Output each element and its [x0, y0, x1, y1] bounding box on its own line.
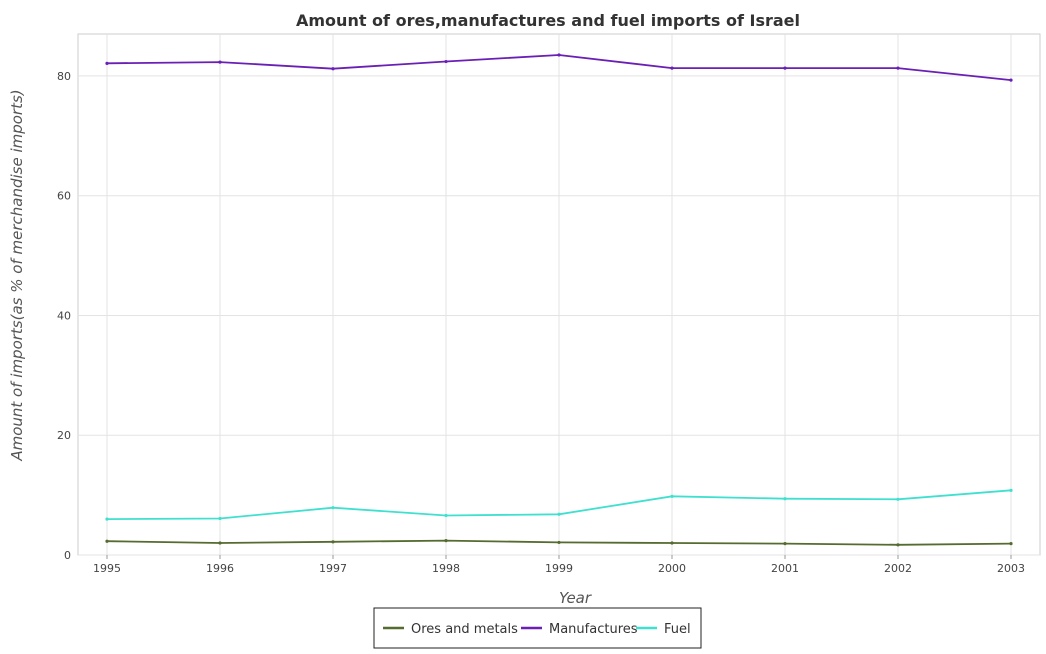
- data-point-fuel: [331, 506, 335, 510]
- data-point-manufactures: [218, 60, 222, 64]
- data-point-manufactures: [444, 59, 448, 64]
- data-point-fuel: [105, 517, 109, 521]
- data-point-manufactures: [105, 61, 109, 65]
- series-lines: [105, 53, 1013, 547]
- x-tick-label: 1995: [93, 562, 121, 575]
- legend-label-ores-and-metals: Ores and metals: [411, 622, 518, 637]
- y-tick-label: 40: [57, 309, 71, 322]
- x-axis-title: Year: [559, 589, 592, 607]
- gridlines: [77, 33, 1041, 556]
- data-point-manufactures: [783, 66, 787, 70]
- x-tick-label: 2000: [658, 562, 686, 575]
- legend-label-manufactures: Manufactures: [549, 622, 638, 637]
- y-axis-title: Amount of imports(as % of merchandise im…: [8, 89, 26, 461]
- data-point-ores-and-metals: [444, 539, 448, 543]
- data-point-ores-and-metals: [218, 541, 222, 545]
- data-point-manufactures: [1009, 78, 1013, 82]
- legend-label-fuel: Fuel: [664, 622, 691, 637]
- data-point-ores-and-metals: [670, 541, 674, 545]
- data-point-fuel: [896, 497, 900, 501]
- x-tick-label: 1996: [206, 562, 234, 575]
- data-point-fuel: [670, 494, 674, 498]
- data-point-ores-and-metals: [557, 540, 561, 545]
- y-tick-label: 80: [57, 70, 71, 83]
- data-point-fuel: [557, 512, 561, 516]
- x-tick-label: 1999: [545, 562, 573, 575]
- data-point-fuel: [783, 497, 787, 501]
- data-point-fuel: [218, 516, 222, 521]
- y-tick-label: 60: [57, 190, 71, 203]
- data-point-manufactures: [557, 53, 561, 57]
- legend: Ores and metals Manufactures Fuel: [373, 607, 702, 649]
- axes: 0 20 40 60 80 1995 1996 1997 1998 1999 2000 2001 200…: [57, 70, 1025, 575]
- data-point-ores-and-metals: [896, 543, 900, 547]
- x-tick-label: 2001: [771, 562, 799, 575]
- data-point-ores-and-metals: [331, 540, 335, 544]
- chart-title: Amount of ores,manufactures and fuel imp…: [296, 11, 800, 30]
- x-tick-label: 2003: [997, 562, 1025, 575]
- data-point-ores-and-metals: [783, 542, 787, 546]
- data-point-manufactures: [896, 66, 900, 70]
- y-tick-label: 20: [57, 429, 71, 442]
- data-point-manufactures: [670, 66, 674, 70]
- x-tick-label: 1998: [432, 562, 460, 575]
- data-point-fuel: [1009, 488, 1013, 492]
- y-tick-label: 0: [64, 549, 71, 562]
- x-tick-label: 1997: [319, 562, 347, 575]
- data-point-fuel: [444, 513, 448, 518]
- data-point-manufactures: [331, 67, 335, 71]
- data-point-ores-and-metals: [105, 539, 109, 543]
- data-point-ores-and-metals: [1009, 542, 1013, 546]
- x-tick-label: 2002: [884, 562, 912, 575]
